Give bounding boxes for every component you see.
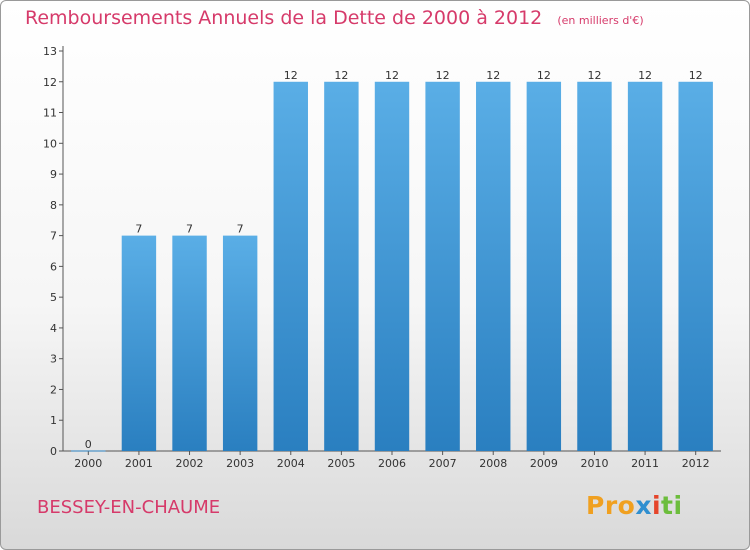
x-tick-label: 2009 xyxy=(530,457,558,470)
y-tick-label: 5 xyxy=(50,291,57,304)
x-tick-label: 2010 xyxy=(580,457,608,470)
x-tick-label: 2001 xyxy=(125,457,153,470)
x-tick-label: 2006 xyxy=(378,457,406,470)
data-label: 12 xyxy=(638,69,652,82)
chart-title-text: Remboursements Annuels de la Dette de 20… xyxy=(25,7,543,29)
bar xyxy=(577,81,612,452)
bar xyxy=(273,81,308,452)
bar xyxy=(121,235,157,451)
chart-unit: (en milliers d'€) xyxy=(557,14,644,27)
bar xyxy=(627,81,663,452)
y-tick-label: 10 xyxy=(43,137,57,150)
y-tick-label: 8 xyxy=(50,199,57,212)
x-tick-label: 2002 xyxy=(176,457,204,470)
y-tick-label: 6 xyxy=(50,260,57,273)
bar xyxy=(678,81,713,452)
data-label: 0 xyxy=(85,438,92,451)
x-tick-label: 2011 xyxy=(631,457,659,470)
y-tick-label: 4 xyxy=(50,322,57,335)
y-tick-label: 9 xyxy=(50,168,57,181)
data-label: 12 xyxy=(486,69,500,82)
y-tick-label: 3 xyxy=(50,353,57,366)
y-tick-label: 11 xyxy=(43,107,57,120)
data-label: 12 xyxy=(436,69,450,82)
proxiti-logo[interactable]: Proxiti xyxy=(586,491,683,520)
bar xyxy=(476,81,511,452)
bar xyxy=(222,235,258,451)
x-tick-label: 2008 xyxy=(479,457,507,470)
bar xyxy=(324,81,359,452)
data-label: 7 xyxy=(135,223,142,236)
y-tick-label: 13 xyxy=(43,45,57,58)
y-tick-label: 1 xyxy=(50,414,57,427)
x-tick-label: 2000 xyxy=(74,457,102,470)
data-label: 7 xyxy=(186,223,193,236)
data-label: 12 xyxy=(284,69,298,82)
data-label: 7 xyxy=(237,223,244,236)
data-label: 12 xyxy=(689,69,703,82)
bar xyxy=(526,81,562,452)
data-label: 12 xyxy=(334,69,348,82)
bar xyxy=(374,81,410,452)
commune-name: BESSEY-EN-CHAUME xyxy=(37,497,221,518)
x-tick-label: 2004 xyxy=(277,457,305,470)
chart-title: Remboursements Annuels de la Dette de 20… xyxy=(25,7,644,29)
data-label: 12 xyxy=(537,69,551,82)
x-tick-label: 2007 xyxy=(429,457,457,470)
y-tick-label: 0 xyxy=(50,445,57,458)
x-tick-label: 2003 xyxy=(226,457,254,470)
bar xyxy=(172,235,207,451)
y-tick-label: 2 xyxy=(50,383,57,396)
data-label: 12 xyxy=(385,69,399,82)
x-tick-label: 2005 xyxy=(327,457,355,470)
x-tick-label: 2012 xyxy=(682,457,710,470)
data-label: 12 xyxy=(587,69,601,82)
bar xyxy=(425,81,460,452)
y-tick-label: 12 xyxy=(43,76,57,89)
y-tick-label: 7 xyxy=(50,230,57,243)
